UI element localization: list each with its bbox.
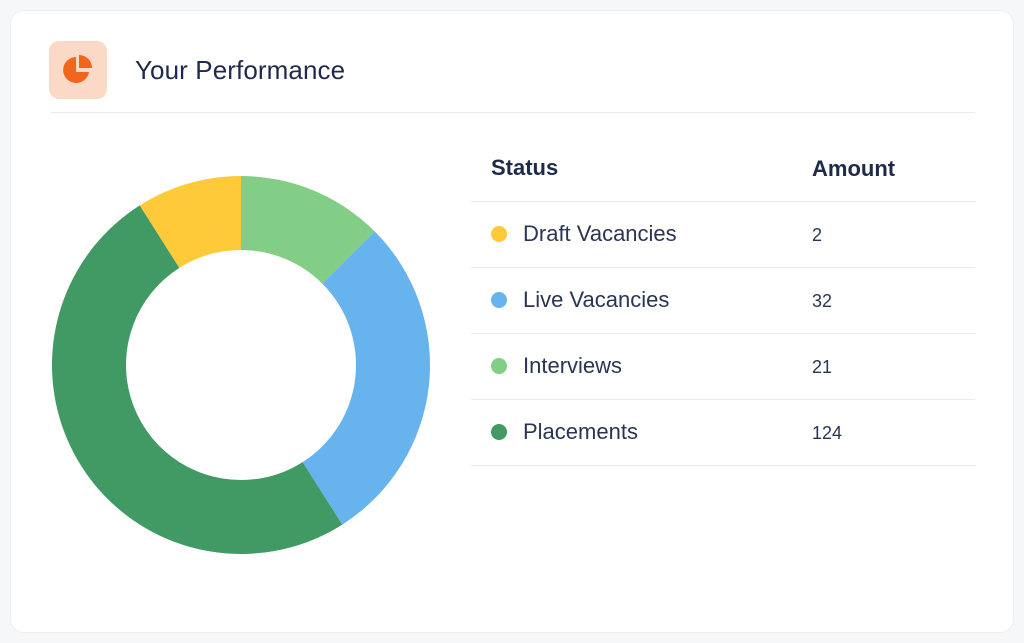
row-label: Placements	[523, 419, 638, 444]
row-value: 32	[812, 291, 833, 311]
legend-dot-interviews	[491, 358, 507, 374]
column-header-amount: Amount	[812, 156, 896, 181]
column-header-status: Status	[491, 155, 559, 180]
status-table: Status Amount Draft Vacancies 2 Live Vac…	[471, 143, 975, 466]
donut-chart	[51, 176, 431, 554]
legend-dot-draft-vacancies	[491, 226, 507, 242]
row-value: 2	[812, 225, 823, 245]
header-icon-tile	[49, 41, 107, 99]
row-value: 124	[812, 423, 843, 443]
header-divider	[51, 112, 975, 113]
donut-segment-placements-3	[51, 205, 241, 554]
donut-segment-interviews-0	[241, 176, 375, 284]
table-row-interviews: Interviews 21	[471, 334, 975, 400]
table-row-placements: Placements 124	[471, 400, 975, 466]
table-row-live-vacancies: Live Vacancies 32	[471, 268, 975, 334]
legend-dot-placements	[491, 424, 507, 440]
performance-card: Your Performance Status Amount Draft Vac…	[10, 10, 1014, 633]
pie-chart-icon	[63, 55, 92, 83]
donut-segment-live-vacancies-1	[302, 231, 431, 525]
table-row-draft-vacancies: Draft Vacancies 2	[471, 202, 975, 268]
card-header: Your Performance	[49, 41, 345, 99]
row-value: 21	[812, 357, 833, 377]
page-title: Your Performance	[135, 54, 346, 85]
row-label: Draft Vacancies	[523, 221, 677, 246]
row-label: Interviews	[523, 353, 623, 378]
legend-dot-live-vacancies	[491, 292, 507, 308]
donut-segment-placements-2	[241, 462, 343, 554]
row-label: Live Vacancies	[523, 287, 670, 312]
table-header-row: Status Amount	[471, 143, 975, 202]
donut-segment-draft-vacancies-4	[139, 176, 241, 268]
